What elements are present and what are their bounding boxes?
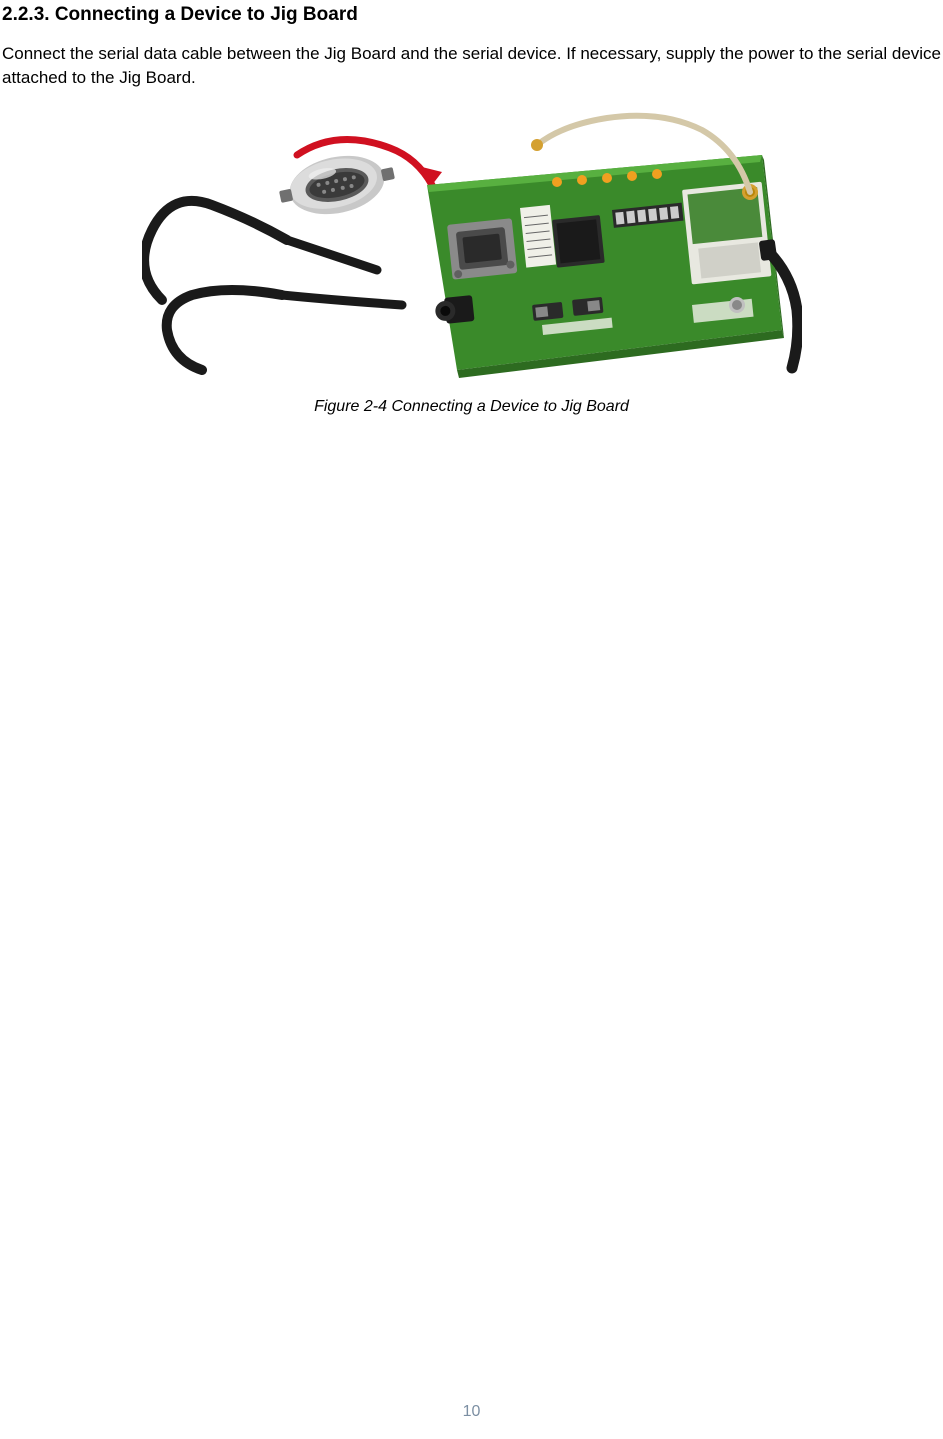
jig-board-illustration (142, 110, 802, 380)
page-number: 10 (0, 1403, 943, 1421)
figure-image (142, 110, 802, 380)
figure-caption: Figure 2-4 Connecting a Device to Jig Bo… (0, 398, 943, 416)
body-paragraph: Connect the serial data cable between th… (2, 42, 941, 90)
section-heading: 2.2.3. Connecting a Device to Jig Board (2, 4, 943, 26)
